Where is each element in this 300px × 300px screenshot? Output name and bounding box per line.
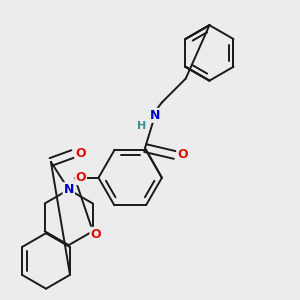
Text: H: H bbox=[137, 121, 147, 131]
Text: N: N bbox=[64, 183, 74, 196]
Text: O: O bbox=[75, 171, 86, 184]
Text: O: O bbox=[177, 148, 188, 161]
Text: O: O bbox=[75, 148, 86, 160]
Text: N: N bbox=[150, 109, 160, 122]
Text: O: O bbox=[90, 228, 101, 241]
